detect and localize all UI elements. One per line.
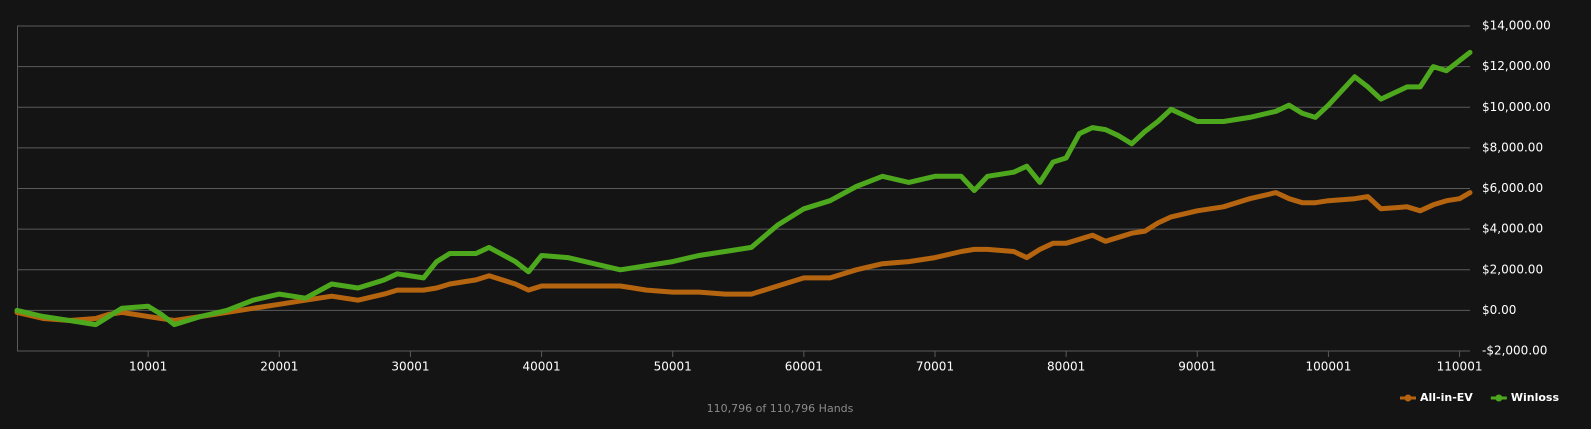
legend-swatch-dot xyxy=(1495,394,1503,402)
x-tick-label: 60001 xyxy=(785,360,823,374)
y-tick-label: -$2,000.00 xyxy=(1482,344,1547,358)
x-tick-label: 80001 xyxy=(1047,360,1085,374)
y-tick-label: $0.00 xyxy=(1482,303,1516,317)
legend-swatch-dot xyxy=(1404,394,1412,402)
hand-count: 110,796 of 110,796 Hands xyxy=(707,402,854,415)
legend-label: All-in-EV xyxy=(1420,391,1473,404)
y-tick-label: $8,000.00 xyxy=(1482,140,1543,154)
x-tick-label: 30001 xyxy=(391,360,429,374)
y-tick-label: $6,000.00 xyxy=(1482,181,1543,195)
series-line xyxy=(14,190,1473,323)
legend: All-in-EV Winloss xyxy=(1400,391,1559,404)
x-tick-label: 100001 xyxy=(1306,360,1352,374)
x-tick-label: 10001 xyxy=(129,360,167,374)
y-tick-label: $2,000.00 xyxy=(1482,262,1543,276)
y-tick-label: $12,000.00 xyxy=(1482,59,1551,73)
y-tick-label: $10,000.00 xyxy=(1482,100,1551,114)
x-tick-label: 20001 xyxy=(260,360,298,374)
x-tick-label: 50001 xyxy=(654,360,692,374)
x-tick-label: 40001 xyxy=(522,360,560,374)
y-tick-label: $4,000.00 xyxy=(1482,222,1543,236)
legend-label: Winloss xyxy=(1511,391,1560,404)
x-tick-label: 70001 xyxy=(916,360,954,374)
x-tick-label: 90001 xyxy=(1178,360,1216,374)
y-tick-label: $14,000.00 xyxy=(1482,19,1551,33)
series-line xyxy=(14,49,1473,328)
x-tick-label: 110001 xyxy=(1437,360,1483,374)
